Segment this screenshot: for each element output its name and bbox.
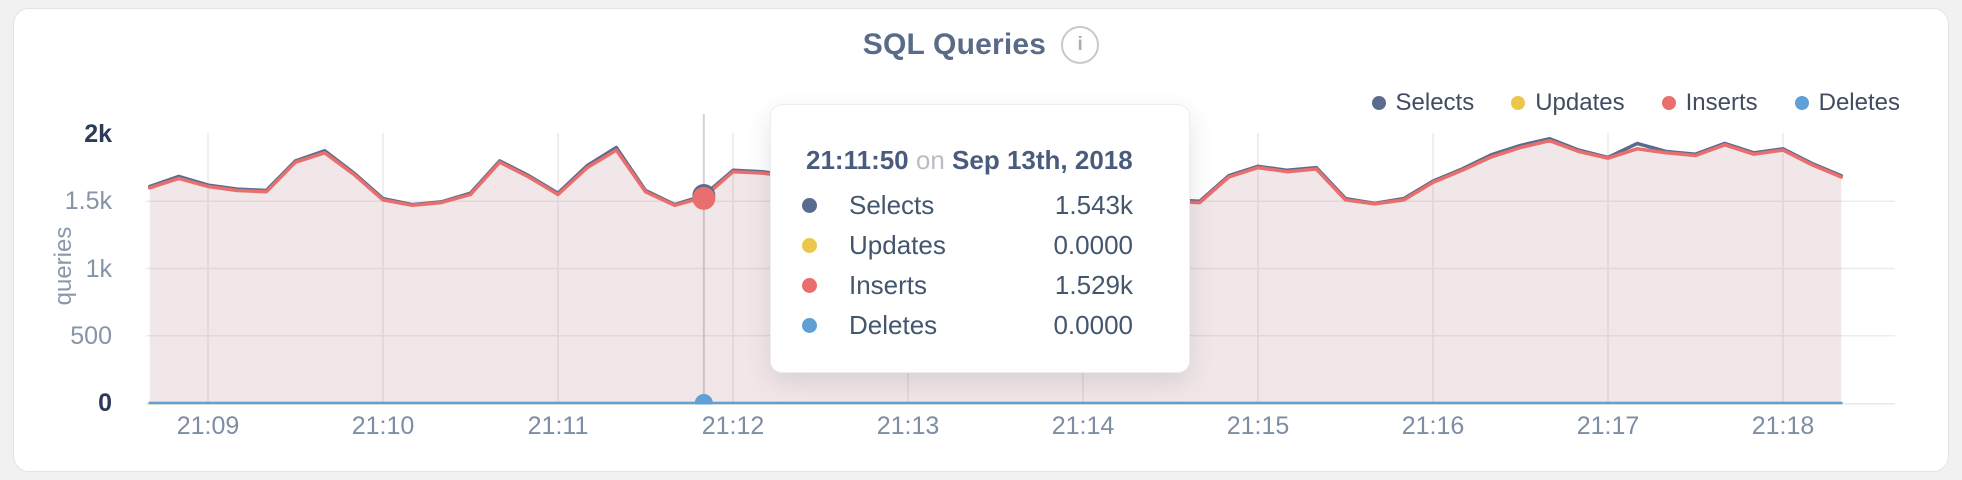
x-tick-label: 21:16	[1401, 412, 1465, 440]
legend-item-selects[interactable]: Selects	[1371, 89, 1475, 117]
tooltip-dot-icon	[802, 277, 817, 293]
x-tick-label: 21:17	[1576, 412, 1640, 440]
tooltip-series-label: Selects	[849, 189, 935, 220]
y-tick-label: 1k	[85, 254, 112, 283]
tooltip-series-value: 1.529k	[1054, 269, 1133, 300]
chart-header: SQL Queries i	[0, 26, 1962, 64]
tooltip-time: 21:11:50	[806, 145, 909, 175]
y-tick-label: 2k	[84, 120, 112, 148]
legend-dot-icon	[1794, 96, 1809, 110]
x-tick-label: 21:13	[876, 412, 940, 440]
tooltip-row-updates: Updates 0.0000	[771, 225, 1189, 265]
hover-tooltip: 21:11:50 on Sep 13th, 2018 Selects 1.543k…	[770, 104, 1190, 373]
x-tick-label: 21:09	[176, 412, 240, 440]
x-tick-label: 21:18	[1751, 412, 1815, 440]
tooltip-dot-icon	[802, 197, 817, 213]
legend-item-inserts[interactable]: Inserts	[1661, 89, 1758, 117]
y-tick-label: 500	[70, 321, 112, 350]
x-tick-label: 21:10	[351, 412, 415, 440]
x-tick-label: 21:14	[1051, 412, 1115, 440]
tooltip-series-value: 0.0000	[1053, 229, 1133, 260]
y-tick-label: 0	[98, 389, 112, 417]
tooltip-series-value: 1.543k	[1054, 189, 1133, 220]
tooltip-header: 21:11:50 on Sep 13th, 2018	[806, 145, 1133, 176]
tooltip-date: Sep 13th, 2018	[952, 145, 1133, 175]
x-tick-label: 21:11	[527, 412, 589, 440]
legend-item-deletes[interactable]: Deletes	[1794, 89, 1900, 117]
tooltip-series-label: Deletes	[849, 309, 938, 340]
info-icon[interactable]: i	[1061, 26, 1100, 64]
tooltip-dot-icon	[802, 237, 817, 253]
tooltip-row-selects: Selects 1.543k	[771, 185, 1189, 225]
tooltip-row-inserts: Inserts 1.529k	[771, 265, 1189, 305]
hover-markers	[692, 183, 716, 405]
legend-dot-icon	[1661, 96, 1676, 110]
legend: Selects Updates Inserts Deletes	[1371, 89, 1900, 117]
legend-label: Selects	[1395, 89, 1475, 116]
legend-label: Updates	[1535, 89, 1625, 116]
legend-dot-icon	[1371, 96, 1386, 110]
tooltip-row-deletes: Deletes 0.0000	[771, 305, 1189, 345]
tooltip-series-value: 0.0000	[1053, 309, 1133, 340]
hover-point-deletes	[694, 394, 713, 405]
tooltip-series-label: Inserts	[849, 269, 928, 300]
x-tick-label: 21:15	[1226, 412, 1290, 440]
legend-label: Inserts	[1685, 89, 1758, 116]
legend-item-updates[interactable]: Updates	[1511, 89, 1625, 117]
y-tick-label: 1.5k	[64, 187, 112, 216]
tooltip-connector: on	[915, 145, 945, 175]
legend-dot-icon	[1511, 96, 1526, 110]
chart-title: SQL Queries	[862, 28, 1047, 61]
tooltip-series-label: Updates	[849, 229, 946, 260]
tooltip-rows: Selects 1.543k Updates 0.0000 Inserts 1.529k D…	[771, 185, 1189, 345]
x-tick-label: 21:12	[701, 412, 765, 440]
hover-point-inserts	[692, 186, 716, 210]
legend-label: Deletes	[1818, 89, 1900, 116]
tooltip-dot-icon	[802, 317, 817, 333]
